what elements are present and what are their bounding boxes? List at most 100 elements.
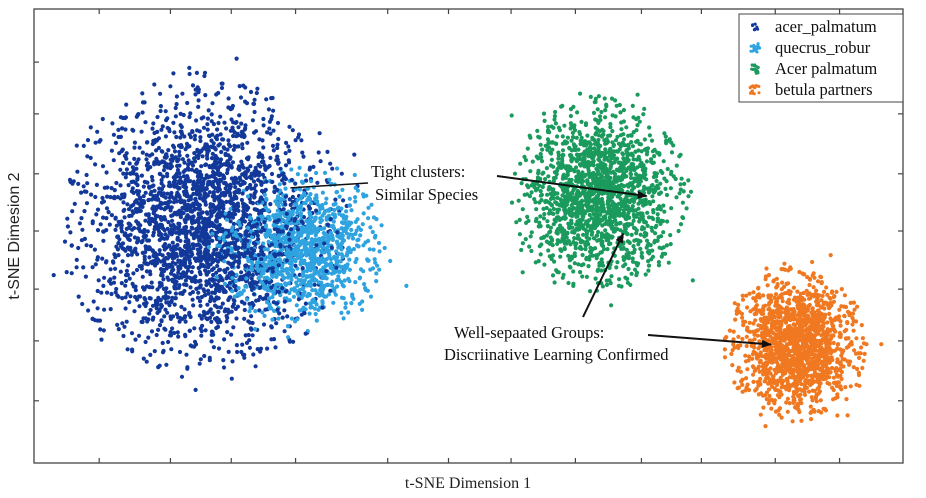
data-point: [120, 259, 125, 264]
data-point: [116, 241, 121, 246]
data-point: [298, 211, 303, 216]
data-point: [290, 257, 295, 262]
data-point: [163, 294, 168, 299]
data-point: [253, 364, 258, 369]
data-point: [652, 238, 658, 243]
data-point: [126, 221, 131, 226]
data-point: [141, 199, 146, 204]
data-point: [377, 249, 382, 254]
data-point: [205, 256, 211, 261]
data-point: [562, 123, 567, 128]
data-point: [140, 110, 145, 115]
data-point: [163, 307, 168, 312]
data-point: [196, 213, 202, 218]
data-point: [224, 241, 229, 246]
data-point: [227, 295, 232, 300]
data-point: [608, 125, 613, 130]
data-point: [203, 328, 208, 333]
data-point: [172, 302, 177, 307]
data-point: [167, 205, 172, 210]
data-point: [347, 196, 352, 201]
data-point: [292, 226, 297, 231]
data-point: [661, 203, 666, 208]
data-point: [307, 206, 313, 211]
data-point: [231, 201, 236, 206]
data-point: [307, 224, 312, 229]
data-point: [247, 174, 253, 180]
data-point: [361, 211, 366, 216]
data-point: [195, 202, 200, 207]
data-point: [269, 306, 274, 311]
data-point: [289, 287, 294, 292]
data-point: [265, 292, 270, 297]
data-point: [339, 235, 344, 241]
data-point: [211, 174, 216, 179]
data-point: [613, 98, 618, 103]
data-point: [251, 179, 257, 184]
data-point: [231, 233, 237, 238]
data-point: [152, 130, 157, 136]
data-point: [222, 259, 227, 264]
data-point: [189, 269, 194, 275]
data-point: [212, 247, 217, 253]
data-point: [123, 283, 128, 288]
data-point: [252, 173, 258, 178]
data-point: [295, 198, 300, 203]
data-point: [233, 279, 238, 284]
data-point: [354, 228, 359, 233]
data-point: [142, 296, 147, 301]
data-point: [252, 327, 258, 332]
data-point: [140, 250, 145, 255]
data-point: [277, 182, 282, 187]
data-point: [193, 197, 198, 202]
data-point: [182, 256, 187, 261]
data-point: [203, 228, 208, 233]
data-point: [373, 260, 378, 265]
data-point: [270, 317, 275, 322]
data-point: [113, 266, 118, 271]
data-point: [179, 374, 185, 379]
data-point: [583, 242, 588, 247]
data-point: [368, 267, 373, 272]
data-point: [159, 178, 164, 183]
data-point: [210, 221, 215, 226]
data-point: [339, 171, 344, 176]
data-point: [234, 120, 239, 125]
data-point: [255, 233, 260, 238]
data-point: [582, 149, 587, 154]
data-point: [636, 115, 641, 120]
data-point: [80, 227, 85, 232]
data-point: [681, 189, 686, 194]
data-point: [270, 143, 276, 148]
data-point: [79, 216, 84, 221]
data-point: [514, 220, 519, 225]
data-point: [261, 145, 266, 150]
data-point: [168, 199, 173, 204]
data-point: [577, 162, 583, 167]
data-point: [528, 234, 533, 239]
data-point: [148, 192, 153, 197]
data-point: [221, 190, 226, 195]
data-point: [201, 181, 206, 186]
data-point: [125, 272, 130, 277]
data-point: [146, 213, 151, 218]
data-point: [244, 212, 249, 217]
data-point: [190, 290, 195, 295]
data-point: [225, 330, 230, 335]
data-point: [253, 207, 258, 212]
data-point: [568, 113, 574, 119]
data-point: [311, 224, 317, 229]
data-point: [355, 238, 360, 243]
data-point: [175, 226, 180, 231]
data-point: [165, 191, 170, 196]
data-point: [325, 222, 330, 227]
data-point: [245, 140, 250, 145]
data-point: [248, 89, 254, 95]
data-point: [133, 288, 138, 293]
data-point: [168, 333, 174, 338]
data-point: [278, 214, 283, 219]
data-point: [186, 158, 191, 163]
data-point: [77, 221, 82, 226]
data-point: [137, 304, 142, 309]
data-point: [130, 186, 135, 191]
